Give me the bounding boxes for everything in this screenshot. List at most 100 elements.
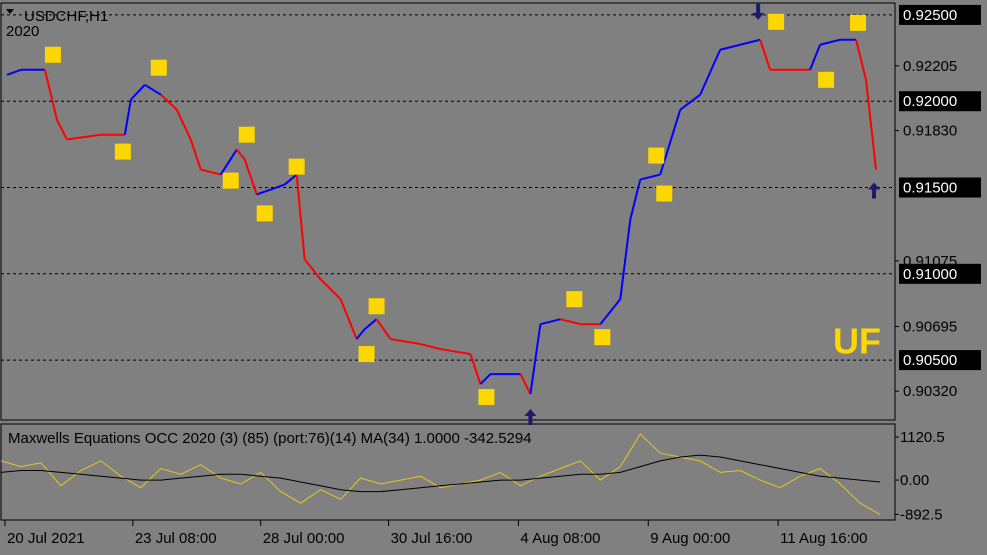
price-segment — [390, 338, 421, 346]
price-segment — [659, 109, 682, 175]
signal-square — [44, 46, 61, 63]
price-segment — [130, 84, 146, 101]
signal-square — [594, 329, 611, 346]
signal-square — [478, 389, 495, 406]
price-segment — [66, 133, 102, 141]
price-segment — [855, 39, 868, 81]
price-segment — [420, 343, 441, 351]
price-segment — [440, 348, 471, 356]
signal-square — [358, 346, 375, 363]
indicator-line — [0, 454, 881, 493]
price-segment — [739, 38, 761, 46]
price-segment — [319, 278, 342, 300]
y-tick-label: 0.92205 — [903, 58, 957, 75]
signal-square — [648, 147, 665, 164]
signal-square — [566, 291, 583, 308]
signal-square — [222, 172, 239, 189]
y-tick-label: 0.90695 — [903, 318, 957, 335]
x-tick-label: 11 Aug 16:00 — [780, 530, 867, 547]
signal-square — [288, 158, 305, 175]
price-segment — [160, 93, 178, 111]
price-label-box — [899, 177, 981, 198]
x-tick-label: 4 Aug 08:00 — [520, 530, 600, 547]
signal-arrow — [752, 3, 765, 20]
signal-arrow — [868, 182, 881, 199]
y-tick-label: 0.90320 — [903, 383, 957, 400]
y-tick-label: 0.90500 — [903, 352, 957, 369]
x-tick-label: 30 Jul 16:00 — [391, 530, 473, 547]
x-tick-label: 20 Jul 2021 — [7, 530, 85, 547]
price-segment — [355, 328, 366, 340]
indicator-title: Maxwells Equations OCC 2020 (3) (85) (po… — [8, 430, 532, 447]
y-tick-label: 0.91075 — [903, 253, 957, 270]
price-segment — [865, 79, 878, 170]
signal-square — [114, 143, 131, 160]
watermark: UF — [833, 321, 881, 362]
price-segment — [219, 148, 238, 176]
price-segment — [699, 49, 722, 96]
price-segment — [339, 298, 358, 340]
price-segment — [819, 38, 841, 46]
y-tick-label: -892.5 — [900, 506, 943, 523]
price-segment — [189, 139, 202, 170]
price-segment — [295, 174, 306, 260]
y-tick-label: 0.92500 — [903, 7, 957, 24]
price-label-box — [899, 263, 981, 284]
price-segment — [200, 168, 221, 176]
x-tick-label: 23 Jul 08:00 — [135, 530, 217, 547]
price-segment — [284, 173, 298, 186]
price-segment — [560, 318, 581, 326]
price-segment — [679, 93, 701, 111]
price-segment — [235, 148, 246, 161]
y-tick-label: 0.91500 — [903, 179, 957, 196]
x-tick-label: 28 Jul 00:00 — [263, 530, 345, 547]
signal-square — [368, 298, 385, 315]
price-segment — [256, 188, 272, 196]
chart-subtitle: 2020 — [6, 23, 39, 40]
signal-square — [768, 13, 785, 30]
price-segment — [519, 373, 532, 395]
signal-square — [256, 205, 273, 222]
price-label-box — [899, 91, 981, 112]
price-segment — [629, 179, 642, 220]
main-frame — [0, 2, 896, 421]
signal-square — [656, 185, 673, 202]
price-segment — [43, 69, 58, 120]
y-tick-label: 0.92000 — [903, 93, 957, 110]
signal-square — [818, 71, 835, 88]
price-segment — [243, 159, 258, 195]
signal-square — [150, 59, 167, 76]
price-segment — [640, 173, 661, 181]
price-segment — [375, 318, 392, 340]
price-segment — [479, 373, 492, 385]
y-tick-label: 0.00 — [900, 472, 929, 489]
chart-title: USDCHF,H1 — [24, 8, 108, 25]
y-tick-label: 1120.5 — [900, 429, 945, 446]
price-segment — [56, 119, 68, 140]
price-segment — [270, 183, 286, 191]
price-segment — [540, 318, 561, 326]
price-label-box — [899, 4, 981, 25]
price-segment — [619, 219, 632, 300]
menu-triangle — [6, 9, 14, 14]
price-segment — [529, 324, 542, 395]
y-tick-label: 0.91000 — [903, 266, 957, 283]
signal-square — [850, 14, 867, 31]
signal-square — [238, 126, 255, 143]
price-segment — [363, 318, 378, 330]
price-segment — [123, 99, 132, 135]
price-segment — [144, 83, 162, 96]
price-segment — [175, 109, 192, 140]
indicator-line — [0, 433, 881, 516]
price-segment — [469, 353, 482, 385]
x-tick-label: 9 Aug 00:00 — [650, 530, 730, 547]
price-segment — [599, 298, 622, 325]
price-segment — [759, 39, 772, 71]
y-tick-label: 0.91830 — [903, 123, 957, 140]
signal-arrow — [524, 408, 537, 425]
price-segment — [809, 44, 822, 71]
price-segment — [303, 258, 322, 280]
